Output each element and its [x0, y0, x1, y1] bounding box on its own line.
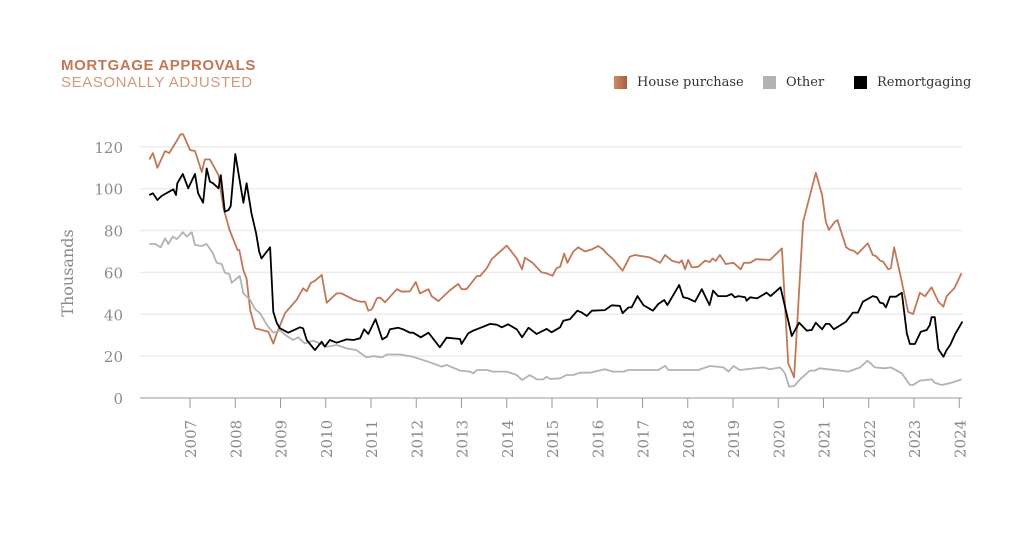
x-tick-label: 2024	[951, 420, 969, 458]
x-tick-label: 2017	[635, 420, 653, 458]
gridlines	[140, 146, 962, 399]
x-tick-label: 2010	[318, 420, 336, 458]
x-tick-label: 2007	[182, 420, 200, 458]
series-line-house-purchase	[148, 133, 963, 379]
x-tick-label: 2023	[906, 420, 924, 458]
y-tick-label: 80	[104, 223, 123, 241]
x-tick-label: 2019	[725, 420, 743, 458]
chart-title: MORTGAGE APPROVALS	[61, 57, 256, 74]
x-tick-label: 2022	[861, 420, 879, 458]
y-tick-label: 20	[104, 348, 123, 366]
legend-label: House purchase	[637, 75, 744, 90]
x-tick-label: 2021	[816, 420, 834, 458]
x-tick-label: 2018	[680, 420, 698, 458]
series-lines	[148, 133, 964, 388]
x-axis-ticks: 2007 2008 2009 2010 2011 2012 2013 2014 2015 2016…	[182, 398, 969, 458]
x-tick-label: 2008	[227, 420, 245, 458]
legend-item-remortgaging: Remortgaging	[854, 75, 971, 90]
y-tick-label: 120	[94, 139, 123, 157]
legend-item-house-purchase: House purchase	[614, 75, 744, 90]
y-axis-title: Thousands	[58, 229, 77, 316]
legend-swatch-remortgaging	[854, 76, 867, 89]
legend-swatch-house-purchase	[614, 76, 627, 89]
legend-swatch-other	[763, 76, 776, 89]
y-tick-label: 100	[94, 181, 123, 199]
y-tick-label: 40	[104, 306, 123, 324]
x-tick-label: 2016	[589, 420, 607, 458]
series-line-remortgaging	[148, 153, 964, 358]
x-tick-label: 2013	[454, 420, 472, 458]
legend-label: Remortgaging	[877, 75, 972, 90]
x-tick-label: 2012	[408, 420, 426, 458]
x-tick-label: 2020	[770, 420, 788, 458]
y-tick-label: 60	[104, 264, 123, 282]
legend-item-other: Other	[763, 75, 824, 90]
chart-subtitle: SEASONALLY ADJUSTED	[61, 74, 253, 91]
y-axis-ticks: 0 20 40 60 80 100 120	[94, 139, 123, 408]
x-tick-label: 2011	[363, 420, 381, 458]
x-tick-label: 2014	[499, 420, 517, 458]
x-tick-label: 2009	[273, 420, 291, 458]
x-tick-label: 2015	[544, 420, 562, 458]
y-tick-label: 0	[113, 390, 123, 408]
legend-label: Other	[786, 75, 825, 90]
series-line-other	[149, 231, 962, 388]
